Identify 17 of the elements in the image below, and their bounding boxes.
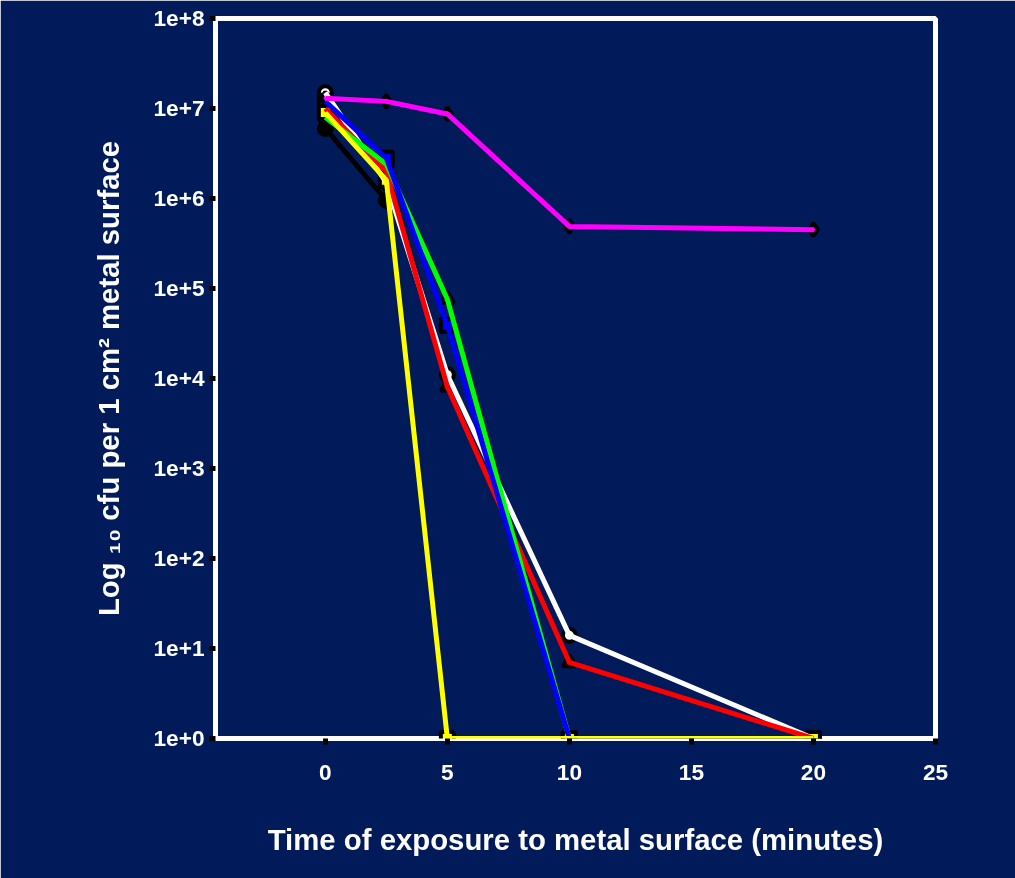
y-tick-label: 1e+3: [153, 455, 205, 481]
x-tick-label: 25: [922, 758, 949, 785]
y-tick-label: 1e+6: [153, 185, 205, 211]
x-tick-label: 5: [441, 758, 454, 785]
y-axis-title: Log ₁₀ cfu per 1 cm² metal surface: [92, 140, 126, 617]
y-tick-label: 1e+7: [153, 95, 205, 121]
x-tick-label: 20: [800, 758, 827, 785]
x-axis-title: Time of exposure to metal surface (minutes): [267, 822, 884, 856]
x-tick-label: 10: [556, 758, 582, 785]
x-tick-label: 15: [678, 758, 705, 785]
y-tick-label: 1e+2: [153, 545, 205, 571]
x-tick-label: 0: [319, 758, 332, 785]
y-tick-label: 1e+1: [153, 635, 205, 661]
y-tick-label: 1e+8: [153, 5, 205, 31]
y-tick-label: 1e+4: [153, 365, 205, 391]
y-tick-label: 1e+0: [153, 725, 205, 751]
y-tick-label: 1e+5: [153, 275, 205, 301]
